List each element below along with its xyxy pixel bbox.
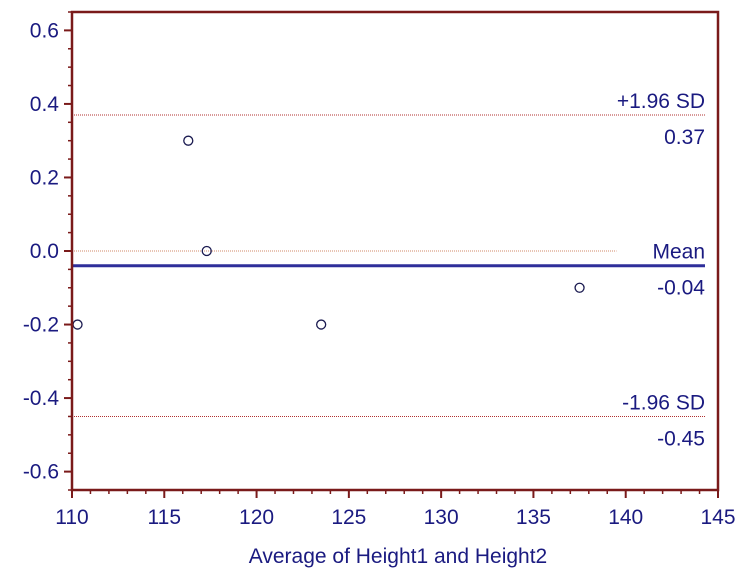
reference-lines — [72, 114, 705, 417]
data-point — [201, 245, 212, 257]
x-tick-label: 135 — [516, 506, 551, 529]
axes — [64, 10, 720, 498]
data-point — [72, 319, 83, 330]
x-tick-label: 110 — [55, 506, 88, 529]
lower-sd-label: -1.96 SD — [622, 391, 705, 414]
y-tick-label: 0.6 — [30, 19, 59, 42]
tick-labels: 0.6 0.4 0.2 0.0 -0.2 -0.4 -0.6 110 115 120 125 130 1… — [23, 19, 736, 529]
x-tick-label: 115 — [148, 506, 181, 529]
mean-label: Mean — [652, 241, 705, 264]
data-point — [574, 282, 585, 293]
y-tick-label: -0.6 — [23, 461, 59, 484]
y-tick-label: -0.4 — [23, 387, 60, 410]
x-tick-label: 140 — [608, 506, 643, 529]
data-points — [72, 135, 585, 330]
y-tick-label: 0.2 — [30, 166, 59, 189]
x-tick-label: 145 — [700, 506, 735, 529]
data-point — [316, 319, 327, 330]
mean-value-label: -0.04 — [657, 277, 705, 300]
x-tick-label: 120 — [239, 506, 274, 529]
x-tick-label: 130 — [424, 506, 459, 529]
x-axis-title: Average of Height1 and Height2 — [249, 545, 548, 568]
data-point — [183, 135, 194, 146]
y-tick-label: 0.0 — [30, 240, 59, 263]
upper-sd-label: +1.96 SD — [617, 90, 705, 113]
x-tick-label: 125 — [331, 506, 366, 529]
lower-sd-value-label: -0.45 — [657, 427, 705, 450]
upper-sd-value-label: 0.37 — [664, 126, 705, 149]
reference-labels: +1.96 SD 0.37 Mean -0.04 -1.96 SD -0.45 — [617, 90, 705, 451]
y-tick-label: -0.2 — [23, 314, 59, 337]
y-tick-label: 0.4 — [30, 93, 60, 116]
